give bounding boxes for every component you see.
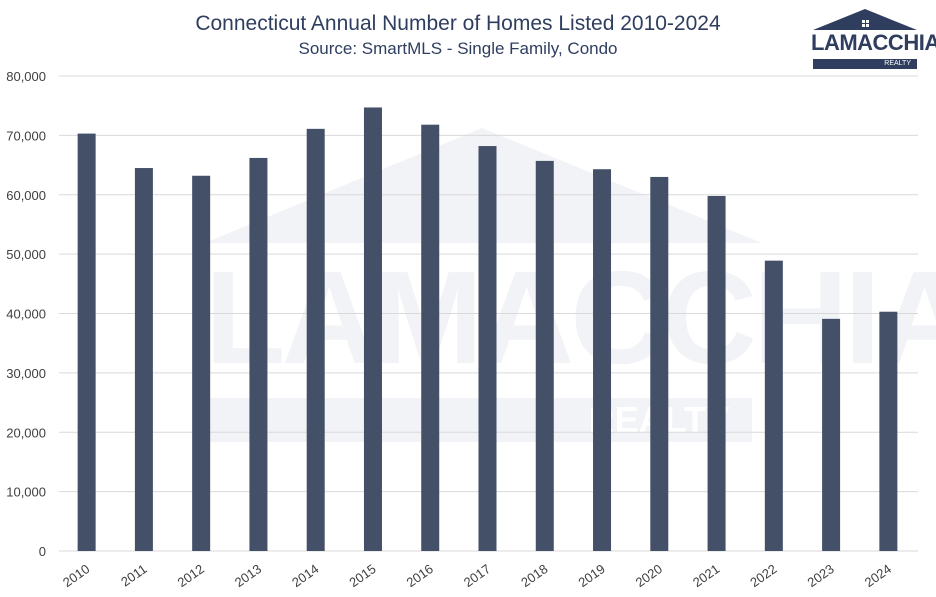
y-tick-label: 0 xyxy=(39,544,46,559)
y-tick-label: 20,000 xyxy=(6,425,46,440)
x-tick-label: 2019 xyxy=(575,561,607,590)
x-tick-label: 2011 xyxy=(118,561,150,589)
bar-2023 xyxy=(822,318,841,551)
bar-2012 xyxy=(192,175,211,551)
x-tick-label: 2018 xyxy=(518,561,550,590)
bar-2018 xyxy=(535,160,554,551)
bar-2016 xyxy=(421,124,440,551)
bar-2022 xyxy=(764,260,783,551)
bar-2019 xyxy=(593,169,612,551)
x-tick-label: 2014 xyxy=(289,561,321,590)
x-tick-label: 2017 xyxy=(461,561,493,590)
bar-2017 xyxy=(478,146,497,551)
bar-2010 xyxy=(77,133,96,551)
bar-2015 xyxy=(363,107,382,551)
logo-brand-text: LAMACCHIA xyxy=(811,30,936,55)
x-tick-label: 2012 xyxy=(175,561,207,590)
y-tick-label: 10,000 xyxy=(6,485,46,500)
bar-2013 xyxy=(249,157,268,551)
bar-2020 xyxy=(650,176,669,551)
x-tick-label: 2016 xyxy=(404,561,436,590)
x-tick-label: 2021 xyxy=(690,561,722,590)
bar-2014 xyxy=(306,128,325,551)
x-tick-label: 2013 xyxy=(232,561,264,590)
logo-sub-text: REALTY xyxy=(813,59,917,69)
y-tick-label: 70,000 xyxy=(6,128,46,143)
y-tick-label: 40,000 xyxy=(6,307,46,322)
bar-2021 xyxy=(707,195,726,551)
bar-2024 xyxy=(879,311,898,551)
y-tick-label: 50,000 xyxy=(6,247,46,262)
lamacchia-logo: LAMACCHIA REALTY xyxy=(811,8,936,70)
x-tick-label: 2023 xyxy=(805,561,837,590)
bar-2011 xyxy=(134,168,153,551)
x-tick-label: 2020 xyxy=(633,561,665,590)
x-tick-label: 2010 xyxy=(60,561,92,590)
chart-title: Connecticut Annual Number of Homes Liste… xyxy=(195,12,721,35)
y-tick-label: 80,000 xyxy=(6,69,46,84)
logo-roof-icon xyxy=(813,9,917,30)
chart-subtitle: Source: SmartMLS - Single Family, Condo xyxy=(298,39,618,58)
y-tick-label: 60,000 xyxy=(6,188,46,203)
y-tick-label: 30,000 xyxy=(6,366,46,381)
x-tick-label: 2022 xyxy=(747,561,779,590)
x-tick-label: 2015 xyxy=(346,561,378,590)
x-tick-label: 2024 xyxy=(862,561,894,590)
